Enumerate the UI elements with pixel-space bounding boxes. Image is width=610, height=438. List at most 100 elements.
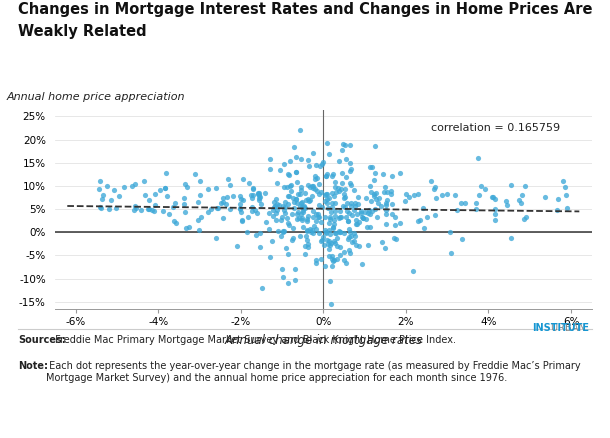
- Point: [490, 196, 500, 203]
- Point: [325, 230, 335, 237]
- Point: [327, 172, 337, 179]
- Point: [289, 143, 299, 150]
- Point: [297, 204, 307, 211]
- Point: [339, 256, 349, 263]
- Point: [297, 198, 307, 205]
- Point: [211, 185, 221, 192]
- Point: [307, 183, 317, 190]
- Point: [419, 224, 429, 231]
- Point: [323, 205, 333, 212]
- Point: [303, 196, 313, 203]
- Point: [314, 180, 324, 187]
- Point: [287, 236, 297, 243]
- Point: [310, 176, 320, 183]
- Point: [96, 204, 106, 211]
- Point: [270, 203, 280, 210]
- Point: [196, 213, 206, 220]
- Point: [308, 230, 318, 237]
- Point: [315, 230, 325, 237]
- Point: [490, 216, 500, 223]
- Point: [274, 201, 284, 208]
- Point: [520, 182, 530, 189]
- Point: [307, 227, 317, 234]
- Point: [144, 205, 154, 212]
- Point: [265, 155, 274, 162]
- Point: [226, 205, 235, 212]
- Point: [408, 267, 418, 274]
- Point: [295, 127, 304, 134]
- Point: [350, 233, 360, 240]
- Point: [254, 189, 264, 196]
- Point: [457, 235, 467, 242]
- Point: [212, 234, 221, 241]
- Point: [284, 222, 294, 229]
- Point: [171, 199, 181, 206]
- Point: [320, 262, 329, 269]
- Point: [278, 202, 288, 209]
- Point: [345, 180, 355, 187]
- Point: [283, 279, 293, 286]
- Point: [255, 194, 265, 201]
- Point: [342, 199, 352, 206]
- Point: [326, 213, 336, 220]
- Point: [268, 207, 278, 214]
- Point: [212, 205, 221, 212]
- Point: [253, 190, 263, 197]
- Point: [480, 186, 490, 193]
- Point: [206, 205, 216, 212]
- Point: [254, 191, 264, 198]
- Point: [292, 211, 302, 218]
- Point: [446, 249, 456, 256]
- Point: [367, 163, 376, 170]
- Point: [195, 191, 204, 198]
- Point: [285, 157, 295, 164]
- Point: [347, 238, 357, 245]
- Point: [328, 257, 338, 264]
- Point: [204, 185, 213, 192]
- Point: [381, 220, 390, 227]
- Text: URBAN: URBAN: [551, 323, 589, 333]
- Point: [316, 188, 326, 195]
- Point: [288, 235, 298, 242]
- Point: [445, 228, 454, 235]
- Point: [404, 194, 414, 201]
- Point: [310, 186, 320, 193]
- Point: [306, 196, 315, 203]
- Point: [170, 218, 179, 225]
- Point: [279, 184, 289, 191]
- Point: [336, 214, 345, 221]
- Point: [401, 190, 411, 197]
- Point: [203, 208, 213, 215]
- Point: [336, 214, 345, 221]
- Point: [514, 196, 524, 203]
- Point: [193, 216, 203, 223]
- Point: [318, 159, 328, 166]
- Point: [278, 229, 287, 236]
- Point: [271, 210, 281, 217]
- Point: [306, 184, 315, 191]
- Point: [95, 203, 104, 210]
- Point: [338, 203, 348, 210]
- Point: [501, 197, 511, 204]
- Point: [193, 198, 203, 205]
- Point: [225, 182, 235, 189]
- Point: [364, 242, 373, 249]
- Point: [179, 200, 188, 207]
- Point: [304, 198, 314, 205]
- Point: [253, 190, 262, 197]
- Point: [351, 220, 361, 227]
- Point: [346, 166, 356, 173]
- Point: [284, 172, 293, 179]
- Point: [190, 170, 199, 177]
- Point: [325, 245, 334, 252]
- Point: [322, 195, 332, 202]
- Point: [353, 211, 362, 218]
- Point: [320, 191, 330, 198]
- Text: correlation = 0.165759: correlation = 0.165759: [431, 124, 560, 134]
- Point: [391, 235, 401, 242]
- Point: [300, 205, 309, 212]
- Point: [354, 219, 364, 226]
- Point: [330, 240, 340, 247]
- Point: [344, 233, 354, 240]
- Point: [364, 207, 374, 214]
